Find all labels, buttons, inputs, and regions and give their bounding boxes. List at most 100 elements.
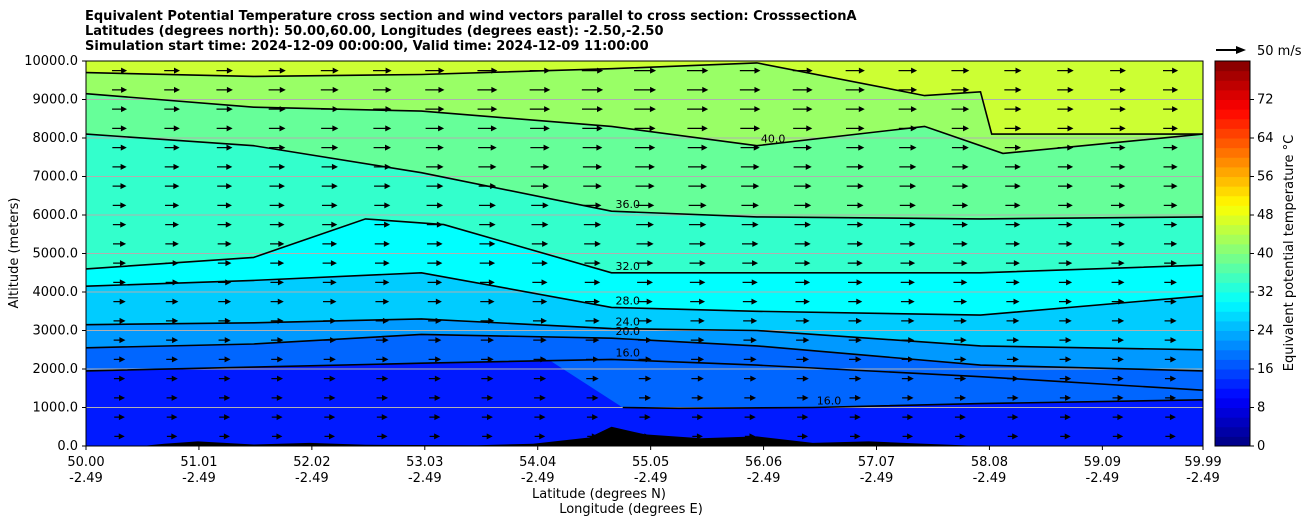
y-tick-label-5: 5000.0 [33,247,79,262]
wind-vector-head-147 [119,298,126,305]
wind-vector-head-79 [960,375,967,382]
wind-vector-head-85 [171,356,178,363]
wind-vector-head-334 [1119,144,1126,151]
wind-vector-head-187 [1118,279,1125,286]
wind-vector-head-1 [171,433,178,440]
y-tick-label-2: 2000.0 [33,362,79,377]
wind-vector-head-184 [961,279,968,286]
wind-vector-head-69 [434,375,441,382]
wind-vector-head-239 [542,221,549,228]
wind-vector-head-82 [1117,375,1124,382]
x-tick-lat-10: 59.99 [1184,455,1221,470]
wind-vector-head-342 [438,125,445,132]
wind-vector-head-75 [750,375,757,382]
wind-vector-head-272 [1171,202,1178,209]
wind-vector-head-51 [592,394,599,401]
wind-vector-head-78 [907,375,914,382]
wind-vector-head-163 [961,298,968,305]
wind-vector-head-238 [489,221,496,228]
wind-vector-head-80 [1012,375,1019,382]
wind-vector-head-250 [1118,221,1125,228]
wind-vector-head-216 [436,240,443,247]
wind-vector-head-298 [331,163,338,170]
wind-vector-head-307 [805,163,812,170]
colorbar-tick-label-9: 72 [1257,93,1274,108]
wind-vector-head-33 [749,414,756,421]
wind-vector-head-155 [541,298,548,305]
wind-vector-head-264 [752,202,759,209]
wind-vector-head-101 [1012,356,1019,363]
wind-vector-head-44 [224,394,231,401]
colorbar-segment-27 [1215,176,1250,187]
y-tick-label-4: 4000.0 [33,285,79,300]
wind-vector-head-53 [697,394,704,401]
wind-vector-head-161 [856,298,863,305]
wind-vector-head-383 [385,86,392,93]
wind-vector-head-173 [383,279,390,286]
wind-vector-head-165 [1065,298,1072,305]
wind-vector-head-360 [279,106,286,113]
colorbar-segment-35 [1215,99,1250,110]
wind-vector-head-225 [909,240,916,247]
y-tick-label-7: 7000.0 [33,170,79,185]
wind-vector-head-344 [543,125,550,132]
wind-vector-head-256 [331,202,338,209]
wind-vector-head-385 [491,86,498,93]
wind-vector-head-87 [277,356,284,363]
wind-vector-head-11 [696,433,703,440]
wind-vector-head-313 [1119,163,1126,170]
wind-vector-head-204 [909,260,916,267]
x-tick-lat-9: 59.09 [1084,455,1121,470]
wind-vector-head-171 [277,279,284,286]
contour-line-20 [86,333,1203,372]
wind-vector-head-212 [225,240,232,247]
wind-vector-head-38 [1012,414,1019,421]
wind-vector-head-36 [907,414,914,421]
wind-vector-head-159 [751,298,758,305]
wind-vector-head-377 [1172,106,1179,113]
wind-vector-head-135 [593,317,600,324]
wind-vector-head-404 [385,67,392,74]
wind-vector-head-202 [804,260,811,267]
wind-vector-head-175 [488,279,495,286]
quiver-key-arrow-head [1236,46,1246,54]
x-axis: 50.00-2.4951.01-2.4952.02-2.4953.03-2.49… [67,446,1222,486]
wind-vector-head-371 [858,106,865,113]
wind-vector-head-257 [384,202,391,209]
wind-vector-head-277 [331,183,338,190]
colorbar-tick-label-7: 56 [1257,170,1274,185]
colorbar-segment-20 [1215,243,1250,255]
colorbar-segment-19 [1215,253,1250,264]
wind-vector-head-415 [963,67,970,74]
wind-vector-head-321 [437,144,444,151]
x-tick-lon-9: -2.49 [1086,471,1120,486]
wind-vector-head-380 [226,86,233,93]
wind-vector-head-328 [806,144,813,151]
wind-vector-head-13 [801,433,808,440]
wind-vector-head-347 [701,125,708,132]
wind-vector-head-299 [384,163,391,170]
wind-vector-head-419 [1172,67,1179,74]
colorbar-segment-22 [1215,224,1250,235]
wind-vector-head-231 [120,221,127,228]
wind-vector-head-353 [1015,125,1022,132]
wind-vector-head-30 [592,414,599,421]
colorbar-segment-14 [1215,301,1250,312]
wind-vector-head-27 [434,414,441,421]
wind-vector-head-407 [544,67,551,74]
colorbar-segment-36 [1215,89,1250,101]
wind-vector-head-248 [1014,221,1021,228]
wind-vector-head-280 [490,183,497,190]
wind-vector-head-103 [1117,356,1124,363]
wind-vector-head-174 [436,279,443,286]
wind-vector-head-305 [701,163,708,170]
wind-vector-head-241 [647,221,654,228]
wind-vector-head-76 [802,375,809,382]
wind-vector-head-232 [173,221,180,228]
wind-vector-head-98 [855,356,862,363]
x-tick-lat-8: 58.08 [971,455,1008,470]
wind-vector-head-16 [959,433,966,440]
wind-vector-head-183 [908,279,915,286]
y-tick-label-9: 9000.0 [33,93,79,108]
wind-vector-head-394 [963,86,970,93]
